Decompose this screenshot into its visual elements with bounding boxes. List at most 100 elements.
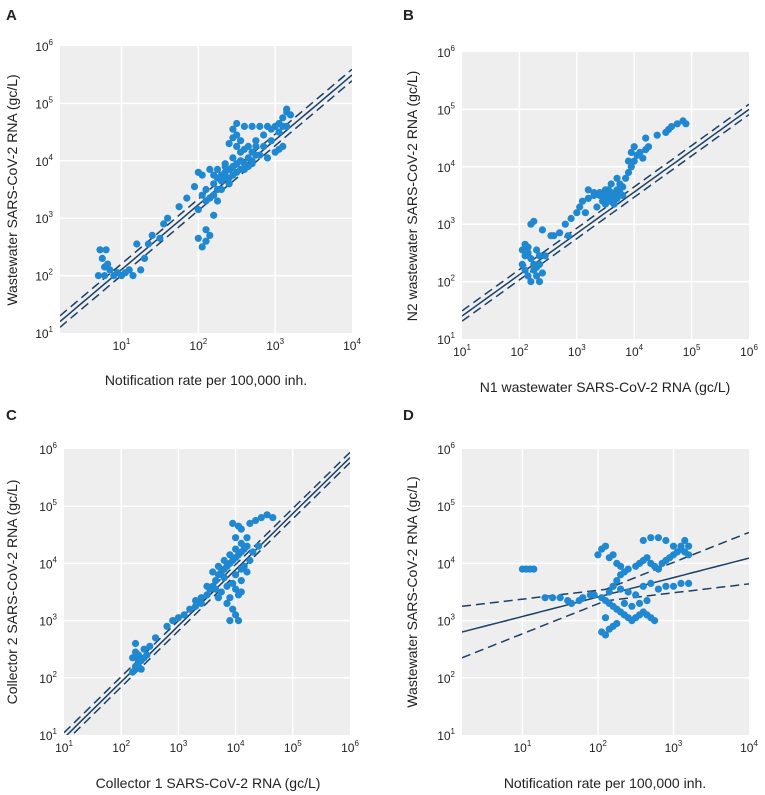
data-point <box>140 645 148 653</box>
data-point <box>617 562 625 570</box>
data-point <box>229 154 237 162</box>
data-point <box>286 111 295 119</box>
y-tick-label: 105 <box>35 95 53 111</box>
panel-b-xticks: 101 102 103 104 105 106 <box>453 343 758 359</box>
x-tick-label: 103 <box>266 337 284 353</box>
data-point <box>665 125 673 134</box>
data-point <box>243 568 251 576</box>
x-tick-label: 103 <box>568 343 586 359</box>
data-point <box>263 511 271 519</box>
x-tick-label: 101 <box>55 739 73 755</box>
panel-b: B 101 102 103 104 105 106 101102103104105106 … <box>403 7 758 395</box>
data-point <box>237 588 245 596</box>
data-point <box>229 125 237 133</box>
data-point <box>535 252 544 260</box>
data-point <box>624 565 632 573</box>
data-point <box>129 272 137 280</box>
data-point <box>556 229 564 237</box>
data-point <box>677 579 685 588</box>
data-point <box>627 163 635 171</box>
data-point <box>632 591 640 599</box>
y-tick-label: 101 <box>39 727 57 743</box>
data-point <box>550 232 558 240</box>
data-point <box>533 263 541 271</box>
data-point <box>620 599 629 608</box>
data-point <box>129 654 137 662</box>
data-point <box>237 525 245 533</box>
data-point <box>642 134 650 142</box>
data-point <box>593 203 601 211</box>
y-tick-label: 101 <box>35 325 53 341</box>
data-point <box>210 211 218 219</box>
data-point <box>257 514 265 522</box>
data-point <box>271 122 279 130</box>
panel-a-letter: A <box>6 7 17 24</box>
data-point <box>610 200 618 208</box>
data-point <box>685 579 693 588</box>
data-point <box>237 565 245 573</box>
data-point <box>146 642 154 650</box>
data-point <box>654 534 663 542</box>
data-point <box>599 197 607 205</box>
data-point <box>596 191 604 200</box>
data-point <box>267 137 275 145</box>
data-point <box>233 119 241 128</box>
data-point <box>561 220 569 228</box>
data-point <box>628 602 636 610</box>
data-point <box>524 249 532 257</box>
data-point <box>249 548 257 556</box>
x-tick-label: 102 <box>112 739 130 755</box>
panel-a-xlabel: Notification rate per 100,000 inh. <box>105 372 307 388</box>
panel-d-xticks: 101 102 103 104 <box>514 739 759 755</box>
panel-b-yticks: 101 102 103 104 105 106 <box>437 44 455 347</box>
y-tick-label: 106 <box>437 44 455 60</box>
data-point <box>202 226 210 234</box>
data-point <box>564 232 572 240</box>
y-tick-label: 105 <box>437 498 455 514</box>
data-point <box>644 143 653 151</box>
data-point <box>94 272 102 280</box>
data-point <box>601 614 610 622</box>
data-point <box>240 122 248 130</box>
ci-upper-line <box>462 531 749 608</box>
data-point <box>613 194 621 202</box>
panel-b-points <box>518 117 690 286</box>
data-point <box>607 189 615 197</box>
data-point <box>163 622 171 630</box>
data-point <box>186 605 194 613</box>
x-tick-label: 102 <box>189 337 207 353</box>
data-point <box>151 634 160 642</box>
data-point <box>203 582 211 590</box>
data-point <box>624 588 632 596</box>
data-point <box>133 240 141 248</box>
data-point <box>275 128 283 136</box>
data-point <box>232 571 240 579</box>
data-point <box>237 165 245 173</box>
data-point <box>217 185 225 194</box>
data-point <box>647 534 655 542</box>
data-point <box>198 171 206 179</box>
data-point <box>243 534 251 542</box>
data-point <box>677 542 685 550</box>
data-point <box>605 588 613 596</box>
data-point <box>148 231 156 239</box>
data-point <box>535 278 544 286</box>
data-point <box>527 278 535 286</box>
ci-upper-line <box>60 68 352 317</box>
data-point <box>252 516 260 525</box>
data-point <box>639 582 647 590</box>
data-point <box>584 194 592 202</box>
panel-d-xlabel: Notification rate per 100,000 inh. <box>504 775 706 791</box>
data-point <box>217 588 225 596</box>
data-point <box>653 131 661 139</box>
data-point <box>143 651 151 659</box>
ci-lower-line <box>60 80 352 328</box>
data-point <box>223 582 231 590</box>
data-point <box>636 148 644 156</box>
panel-b-letter: B <box>403 7 414 24</box>
data-point <box>226 551 234 559</box>
y-tick-label: 106 <box>437 441 455 457</box>
data-point <box>647 579 655 588</box>
data-point <box>203 591 211 599</box>
data-point <box>527 255 535 263</box>
